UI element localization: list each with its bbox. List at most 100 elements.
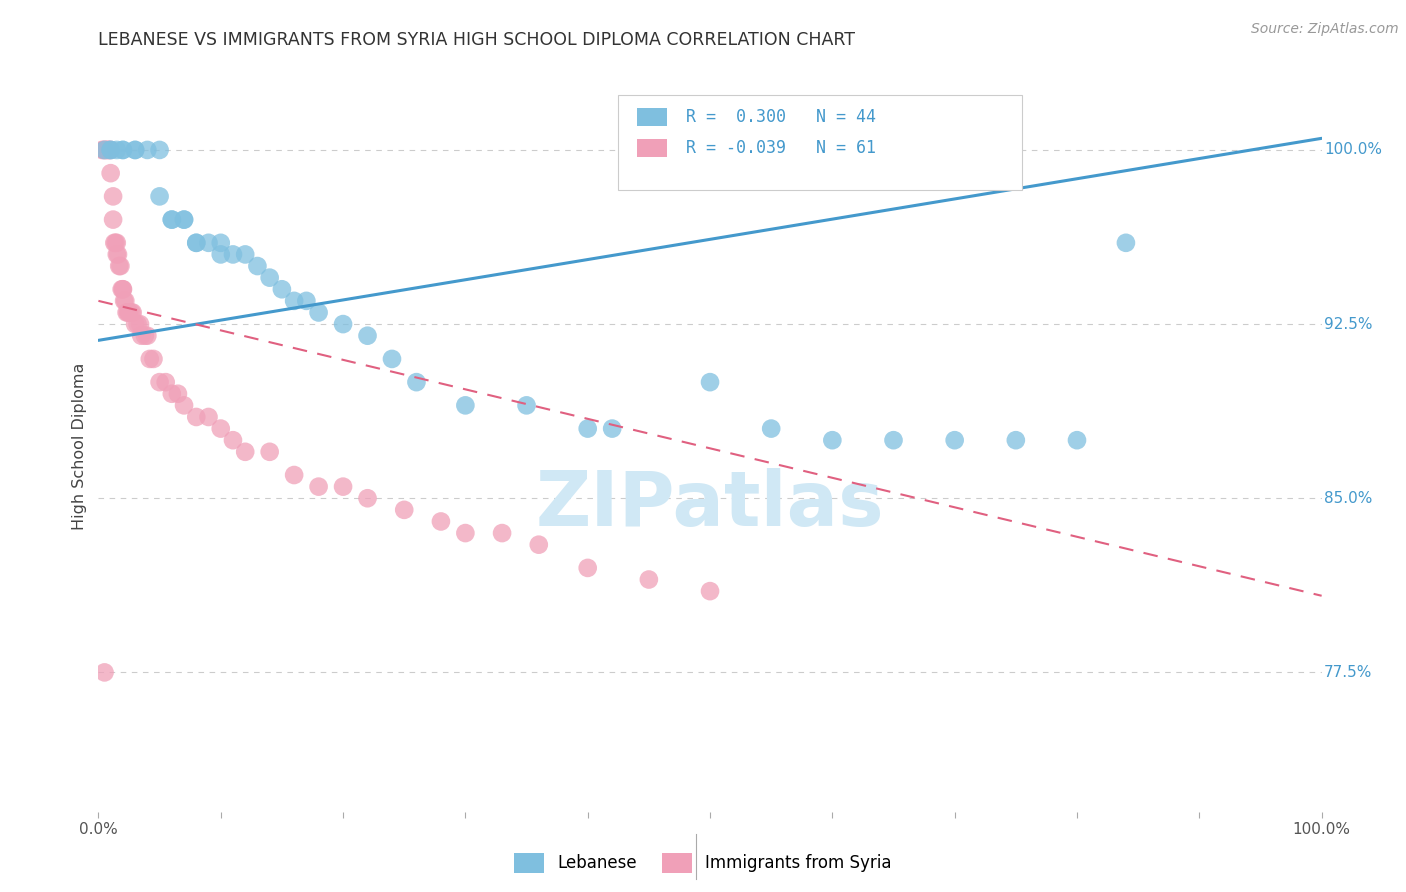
Point	[111, 282, 134, 296]
Point	[110, 259, 132, 273]
Point	[699, 375, 721, 389]
Point	[233, 445, 256, 459]
Point	[124, 143, 146, 157]
Point	[111, 143, 134, 157]
Point	[883, 433, 905, 447]
Point	[356, 491, 378, 506]
Point	[100, 143, 122, 157]
Y-axis label: High School Diploma: High School Diploma	[72, 362, 87, 530]
Point	[107, 247, 129, 261]
Point	[454, 398, 477, 412]
Point	[91, 143, 114, 157]
Point	[637, 573, 661, 587]
Point	[222, 247, 245, 261]
Point	[136, 328, 159, 343]
Point	[173, 398, 195, 412]
Point	[160, 386, 183, 401]
Point	[103, 235, 125, 250]
Point	[392, 503, 416, 517]
Text: 92.5%: 92.5%	[1324, 317, 1372, 332]
Point	[699, 584, 721, 599]
Point	[1066, 433, 1088, 447]
Point	[114, 293, 136, 308]
Point	[209, 235, 232, 250]
Point	[259, 445, 281, 459]
Text: R = -0.039   N = 61: R = -0.039 N = 61	[686, 139, 876, 157]
Point	[527, 538, 550, 552]
Point	[112, 293, 135, 308]
Point	[129, 317, 152, 331]
Point	[222, 433, 245, 447]
Text: 85.0%: 85.0%	[1324, 491, 1372, 506]
Point	[160, 212, 183, 227]
Point	[356, 328, 378, 343]
Point	[209, 421, 232, 435]
Point	[93, 143, 115, 157]
Point	[97, 143, 120, 157]
Point	[129, 328, 152, 343]
Point	[104, 235, 127, 250]
Point	[136, 143, 159, 157]
Point	[308, 305, 330, 319]
Legend: Lebanese, Immigrants from Syria: Lebanese, Immigrants from Syria	[508, 847, 898, 880]
Point	[108, 259, 131, 273]
Point	[381, 351, 404, 366]
Text: Source: ZipAtlas.com: Source: ZipAtlas.com	[1251, 22, 1399, 37]
Point	[259, 270, 281, 285]
Point	[100, 143, 122, 157]
Point	[246, 259, 269, 273]
Point	[186, 235, 208, 250]
Point	[93, 143, 115, 157]
Text: R =  0.300   N = 44: R = 0.300 N = 44	[686, 108, 876, 126]
Point	[100, 143, 122, 157]
Point	[121, 305, 143, 319]
Point	[576, 421, 599, 435]
Point	[101, 212, 124, 227]
Point	[173, 212, 195, 227]
FancyBboxPatch shape	[637, 108, 668, 126]
Point	[94, 143, 117, 157]
Point	[332, 480, 354, 494]
Point	[149, 189, 172, 203]
Point	[233, 247, 256, 261]
Point	[160, 212, 183, 227]
Point	[111, 282, 134, 296]
Point	[308, 480, 330, 494]
Point	[111, 282, 134, 296]
Point	[149, 143, 172, 157]
Point	[283, 468, 305, 483]
Point	[139, 351, 162, 366]
Point	[96, 143, 118, 157]
Point	[761, 421, 783, 435]
Point	[91, 143, 114, 157]
Text: 77.5%: 77.5%	[1324, 665, 1372, 680]
Point	[332, 317, 354, 331]
Point	[118, 305, 141, 319]
Point	[1115, 235, 1137, 250]
Text: LEBANESE VS IMMIGRANTS FROM SYRIA HIGH SCHOOL DIPLOMA CORRELATION CHART: LEBANESE VS IMMIGRANTS FROM SYRIA HIGH S…	[98, 31, 855, 49]
Text: ZIPatlas: ZIPatlas	[536, 467, 884, 541]
Point	[120, 305, 142, 319]
Point	[124, 143, 146, 157]
Point	[142, 351, 165, 366]
Point	[197, 409, 219, 424]
Point	[105, 247, 128, 261]
Point	[111, 143, 134, 157]
Point	[430, 515, 453, 529]
Point	[105, 235, 128, 250]
Point	[173, 212, 195, 227]
Point	[270, 282, 294, 296]
FancyBboxPatch shape	[637, 139, 668, 158]
Point	[93, 665, 115, 680]
Text: 100.0%: 100.0%	[1324, 143, 1382, 158]
Point	[491, 526, 513, 541]
Point	[98, 143, 121, 157]
Point	[943, 433, 966, 447]
Point	[167, 386, 190, 401]
Point	[295, 293, 318, 308]
Point	[101, 189, 124, 203]
Point	[127, 317, 149, 331]
Point	[115, 305, 138, 319]
Point	[149, 375, 172, 389]
Point	[821, 433, 844, 447]
